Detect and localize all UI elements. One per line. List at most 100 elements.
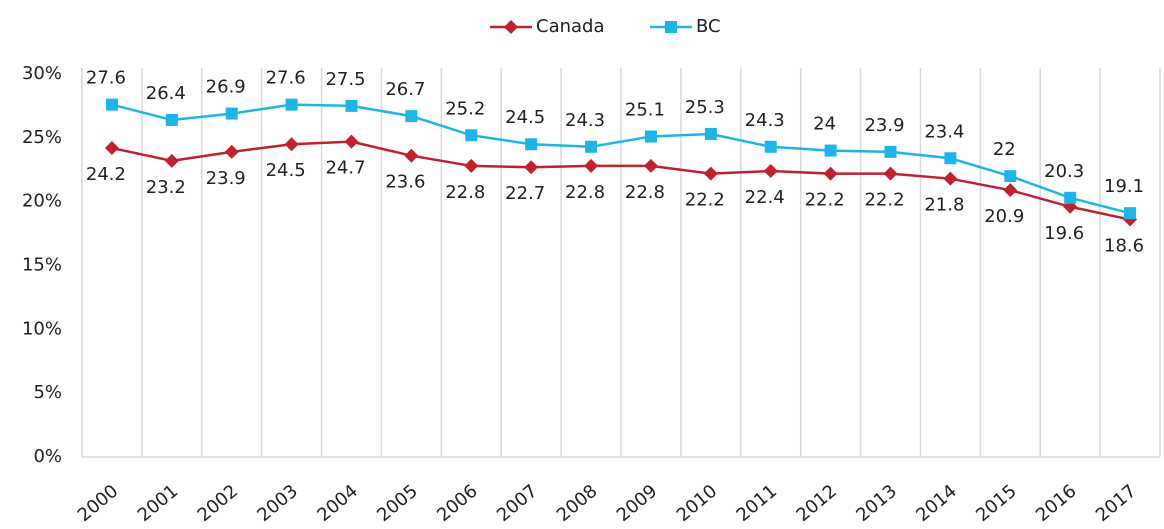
point [943,171,958,186]
data-label: 23.9 [864,115,904,136]
legend-marker [504,20,518,34]
point [405,110,418,123]
x-tick-label: 2015 [972,481,1021,527]
series: 24.2 23.2 23.9 24.5 24.7 23.6 22.8 22.7 22.8 22.8… [86,134,1144,257]
point [763,164,778,179]
point [824,144,837,157]
point [1003,183,1018,198]
point [345,99,358,112]
point [883,166,898,181]
data-label: 23.4 [924,121,964,142]
x-tick-label: 2000 [74,481,123,527]
data-label: 25.2 [445,98,485,119]
data-label: 24.2 [86,164,126,185]
data-label: 24.3 [565,110,605,131]
point [105,98,118,111]
point [164,153,179,168]
x-tick-label: 2010 [673,481,722,527]
data-label: 27.5 [325,69,365,90]
data-label: 22.7 [505,183,545,204]
data-label: 24.3 [745,110,785,131]
data-label: 25.3 [685,97,725,118]
data-label: 23.6 [385,172,425,193]
series-line [111,140,1131,221]
data-label: 19.6 [1044,223,1084,244]
x-tick-label: 2006 [433,481,482,527]
y-tick-label: 25% [22,127,62,148]
x-tick-label: 2007 [493,481,542,527]
data-label: 21.8 [924,195,964,216]
data-label: 22.2 [864,190,904,211]
x-tick-label: 2016 [1032,481,1081,527]
data-label: 22.4 [745,187,785,208]
x-tick-label: 2001 [134,481,183,527]
x-tick-label: 2009 [613,481,662,527]
data-label: 18.6 [1104,236,1144,257]
data-label: 22.8 [445,182,485,203]
legend-label: Canada [536,16,605,37]
point [104,141,119,156]
data-label: 22.2 [685,190,725,211]
data-label: 26.7 [385,79,425,100]
data-label: 26.4 [146,83,186,104]
data-label: 22.2 [805,190,845,211]
point [703,166,718,181]
data-label: 19.1 [1104,176,1144,197]
y-tick-label: 10% [22,318,62,339]
legend-label: BC [696,16,721,37]
point [764,140,777,153]
point [284,137,299,152]
data-label: 22.8 [565,182,605,203]
point [225,107,238,120]
data-label: 24.5 [266,160,306,181]
data-label: 24 [813,114,836,135]
series-line [111,103,1131,215]
x-tick-label: 2011 [733,481,782,527]
data-label: 25.1 [625,100,665,121]
data-label: 26.9 [206,77,246,98]
point [584,158,599,173]
x-tick-label: 2003 [253,481,302,527]
y-tick-label: 0% [33,446,62,467]
point [884,145,897,158]
series: 27.6 26.4 26.9 27.6 27.5 26.7 25.2 24.5 24.3 25.1… [86,68,1144,220]
data-label: 20.3 [1044,161,1084,182]
x-tick-label: 2004 [313,481,362,527]
point [1124,207,1137,220]
x-tick-label: 2013 [852,481,901,527]
legend-marker [665,21,677,33]
data-label: 22.8 [625,182,665,203]
y-tick-label: 20% [22,191,62,212]
point [1064,191,1077,204]
point [165,113,178,126]
point [585,140,598,153]
point [524,160,539,175]
y-tick-label: 5% [33,382,62,403]
data-label: 23.9 [206,168,246,189]
x-tick-label: 2014 [912,481,961,527]
data-label: 27.6 [86,68,126,89]
point [285,98,298,111]
y-tick-label: 15% [22,255,62,276]
y-tick-label: 30% [22,63,62,84]
point [344,134,359,149]
data-label: 24.7 [325,158,365,179]
point [644,130,657,143]
point [465,129,478,142]
data-label: 20.9 [984,206,1024,227]
point [643,158,658,173]
data-label: 24.5 [505,107,545,128]
point [704,128,717,141]
x-tick-label: 2002 [194,481,243,527]
x-tick-label: 2012 [792,481,841,527]
data-label: 23.2 [146,177,186,198]
point [823,166,838,181]
data-label: 22 [993,139,1016,160]
x-tick-label: 2008 [553,481,602,527]
x-tick-label: 2005 [373,481,422,527]
point [1004,170,1017,183]
point [525,138,538,151]
x-tick-label: 2017 [1092,481,1141,527]
data-label: 27.6 [266,68,306,89]
